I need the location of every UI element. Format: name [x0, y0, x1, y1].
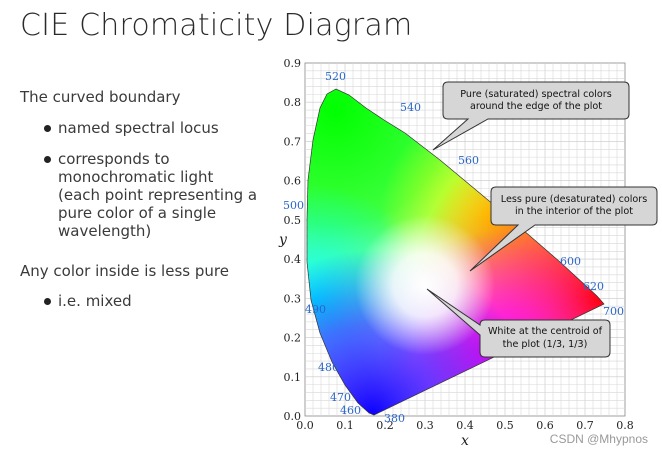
callout-saturated: Pure (saturated) spectral colors around …	[432, 81, 630, 151]
y-tick-label: 0.8	[284, 96, 302, 109]
y-tick-label: 0.0	[284, 410, 302, 423]
bullet-line: (each point representing a	[58, 186, 258, 204]
bullet-dot	[44, 125, 51, 132]
y-tick-labels: 0.0 0.1 0.2 0.3 0.4 0.5 0.6 0.7 0.8 0.9	[284, 57, 302, 423]
x-tick-label: 0.6	[536, 419, 554, 432]
x-tick-label: 0.5	[496, 419, 514, 432]
y-tick-label: 0.7	[284, 135, 302, 148]
x-tick-label: 0.8	[616, 419, 634, 432]
wavelength-label: 540	[400, 101, 421, 114]
bullet-dot	[44, 298, 51, 305]
callout-desaturated: Less pure (desaturated) colors in the in…	[469, 186, 658, 272]
callout-white: White at the centroid of the plot (1/3, …	[426, 288, 611, 358]
callout-text-line: the plot (1/3, 1/3)	[503, 339, 588, 350]
x-tick-label: 0.2	[376, 419, 394, 432]
y-axis-label: y	[278, 232, 288, 248]
x-tick-label: 0.7	[576, 419, 594, 432]
wavelength-labels: 520 540 560 500 600 620 490 700 480 470 …	[283, 70, 624, 425]
x-tick-label: 0.4	[456, 419, 474, 432]
y-tick-label: 0.2	[284, 332, 302, 345]
y-tick-label: 0.4	[284, 253, 302, 266]
wavelength-label: 520	[325, 70, 346, 83]
y-tick-label: 0.6	[284, 175, 302, 188]
wavelength-label: 560	[458, 154, 479, 167]
x-tick-label: 0.1	[336, 419, 354, 432]
bullet-dot	[44, 156, 51, 163]
bullet-line: wavelength)	[58, 222, 152, 240]
watermark: CSDN @Mhypnos	[549, 432, 648, 446]
bullet-spectral-locus: named spectral locus	[58, 119, 219, 137]
wavelength-label: 700	[603, 305, 624, 318]
wavelength-label: 460	[340, 404, 361, 417]
wavelength-label: 490	[305, 303, 326, 316]
bullet-monochromatic: corresponds to monochromatic light (each…	[58, 150, 257, 240]
y-tick-label: 0.9	[284, 57, 302, 70]
bullet-mixed: i.e. mixed	[58, 292, 132, 310]
callout-text-line: Less pure (desaturated) colors	[501, 194, 647, 205]
wavelength-label: 380	[384, 412, 405, 425]
bullet-line: corresponds to	[58, 150, 170, 168]
paragraph-curved-boundary: The curved boundary	[20, 88, 181, 106]
wavelength-label: 480	[318, 361, 339, 374]
y-tick-label: 0.3	[284, 292, 302, 305]
bullet-line: pure color of a single	[58, 204, 217, 222]
wavelength-label: 600	[560, 255, 581, 268]
bullet-line: monochromatic light	[58, 168, 214, 186]
callout-text-line: Pure (saturated) spectral colors	[460, 89, 611, 100]
slide-title: CIE Chromaticity Diagram	[20, 8, 413, 43]
wavelength-label: 470	[330, 391, 351, 404]
paragraph-less-pure: Any color inside is less pure	[20, 262, 229, 280]
callout-text-line: White at the centroid of	[488, 326, 603, 337]
callout-text-line: around the edge of the plot	[470, 101, 602, 112]
wavelength-label: 620	[583, 280, 604, 293]
wavelength-label: 500	[283, 199, 304, 212]
callout-text-line: in the interior of the plot	[515, 206, 633, 217]
x-tick-labels: 0.0 0.1 0.2 0.3 0.4 0.5 0.6 0.7 0.8	[296, 419, 634, 432]
x-tick-label: 0.0	[296, 419, 314, 432]
x-axis-label: x	[461, 433, 469, 449]
x-tick-label: 0.3	[416, 419, 434, 432]
y-tick-label: 0.1	[284, 371, 302, 384]
y-tick-label: 0.5	[284, 214, 302, 227]
